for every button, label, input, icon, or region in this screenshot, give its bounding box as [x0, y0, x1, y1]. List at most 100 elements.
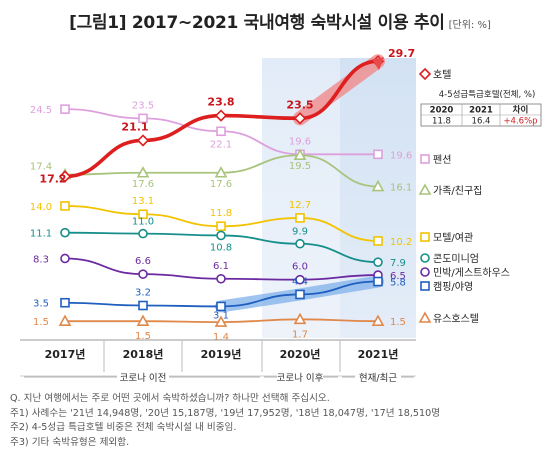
data-label-s4-p2: 10.8	[210, 242, 232, 253]
legend-label-7: 유스호스텔	[433, 313, 479, 325]
legend-label-2: 가족/친구집	[433, 185, 482, 197]
data-point-s2-p1	[136, 166, 150, 178]
data-label-s3-p4: 10.2	[390, 237, 412, 248]
data-label-s1-p0: 24.5	[30, 105, 52, 116]
data-label-s6-p0: 3.5	[33, 299, 49, 310]
x-tick-label-1: 2018년	[123, 347, 164, 361]
data-point-s3-p0	[60, 201, 70, 211]
data-point-s6-p4	[373, 276, 383, 287]
data-label-s4-p1: 11.0	[132, 217, 154, 228]
data-label-s2-p0: 17.4	[30, 162, 52, 173]
period-band-current	[340, 58, 416, 338]
note-3: 주3) 기타 숙박유형은 제외함.	[10, 436, 130, 448]
x-tick-label-4: 2021년	[358, 347, 399, 361]
period-label-1: 코로나 이후	[277, 373, 324, 384]
data-label-s5-p3: 6.0	[292, 262, 308, 273]
data-label-s5-p1: 6.6	[135, 256, 151, 267]
note-1: 주1) 사례수는 '21년 14,948명, '20년 15,187명, '19…	[10, 407, 441, 419]
data-label-s5-p4: 6.5	[390, 271, 406, 282]
data-label-s7-p0: 1.5	[33, 317, 49, 328]
data-label-s3-p3: 12.7	[289, 200, 311, 211]
data-label-s4-p4: 7.9	[390, 258, 406, 269]
chart-notes: Q. 지난 여행에서는 주로 어떤 곳에서 숙박하셨습니까? 하나만 선택해 주…	[10, 392, 550, 450]
data-point-s7-p4	[371, 314, 385, 326]
data-label-s2-p1: 17.6	[132, 179, 154, 190]
data-label-s7-p1: 1.5	[135, 331, 151, 342]
data-point-s5-p3	[295, 274, 305, 285]
data-point-s7-p3	[293, 312, 307, 325]
legend-label-0: 호텔	[433, 69, 451, 81]
data-label-s1-p4: 19.6	[390, 150, 412, 161]
legend-label-1: 펜션	[433, 154, 451, 166]
data-label-s2-p4: 16.1	[390, 183, 412, 194]
legend-marker-0	[418, 67, 432, 81]
inset-table-cell-r0-c2: 차이	[513, 105, 529, 116]
legend-marker-7	[418, 311, 432, 323]
series-line-2	[64, 154, 379, 188]
data-label-s7-p4: 1.5	[390, 317, 406, 328]
data-point-s4-p1	[138, 228, 148, 239]
data-point-s1-p2	[216, 126, 226, 137]
inset-table-cell-r1-c1: 16.4	[472, 117, 491, 127]
data-point-s4-p0	[60, 227, 70, 238]
data-label-s3-p1: 13.1	[132, 196, 154, 207]
chart-header: [그림1] 2017~2021 국내여행 숙박시설 이용 추이 [단위: %]	[0, 8, 560, 33]
legend-marker-2	[418, 183, 432, 195]
data-point-s6-p3	[295, 289, 305, 300]
legend-marker-1	[420, 154, 430, 164]
inset-table-cell-r1-c0: 11.8	[432, 117, 451, 127]
data-label-s7-p2: 1.4	[213, 332, 229, 343]
data-point-s6-p2	[216, 301, 226, 312]
data-label-s0-p3: 23.5	[286, 98, 313, 111]
legend-label-4: 콘도미니엄	[433, 253, 479, 265]
data-point-s1-p1	[138, 113, 148, 124]
data-point-s0-p2	[214, 109, 228, 122]
data-label-s2-p3: 19.5	[289, 161, 311, 172]
data-label-s1-p3: 19.6	[289, 136, 311, 147]
data-point-s5-p0	[60, 253, 70, 264]
data-point-s5-p2	[216, 273, 226, 284]
legend-marker-3	[420, 232, 430, 242]
data-label-s6-p1: 3.2	[135, 288, 151, 299]
period-label-2: 현재/최근	[359, 373, 397, 384]
data-point-s6-p0	[60, 297, 70, 308]
legend-marker-6	[420, 281, 430, 291]
data-point-s6-p1	[138, 300, 148, 311]
legend-marker-4	[420, 253, 430, 263]
data-label-s3-p2: 11.8	[210, 208, 232, 219]
data-point-s3-p2	[216, 221, 226, 232]
chart-title: [그림1] 2017~2021 국내여행 숙박시설 이용 추이	[69, 13, 445, 33]
data-point-s4-p3	[295, 238, 305, 249]
inset-table-cell-r1-c2: +4.6%p	[503, 117, 537, 127]
data-point-s2-p2	[214, 166, 228, 178]
period-label-bg-2	[355, 370, 401, 384]
data-point-s7-p1	[136, 314, 150, 326]
inset-table-cell-r0-c1: 2021	[469, 106, 493, 116]
data-point-s0-p3	[293, 112, 307, 125]
data-label-s0-p1: 21.1	[121, 120, 148, 133]
data-point-s7-p0	[58, 314, 72, 326]
period-label-bg-0	[117, 370, 169, 384]
period-label-0: 코로나 이전	[120, 373, 167, 384]
legend-label-6: 캠핑/야영	[433, 281, 473, 293]
chart-unit: [단위: %]	[448, 20, 491, 31]
data-point-s1-p0	[60, 104, 70, 114]
data-point-s5-p1	[138, 269, 148, 279]
data-point-s3-p3	[295, 213, 305, 223]
data-label-s0-p0: 17.2	[39, 172, 66, 185]
data-point-s3-p1	[138, 209, 148, 220]
inset-table-caption: 4-5성급특급호텔(전체, %)	[439, 89, 536, 100]
data-label-s0-p4: 29.7	[388, 47, 415, 60]
legend-label-3: 모텔/여관	[433, 232, 473, 244]
data-label-s1-p2: 22.1	[210, 139, 232, 150]
x-tick-label-0: 2017년	[45, 347, 86, 361]
hotel-arrow-head	[372, 57, 384, 71]
legend-marker-5	[420, 267, 430, 277]
data-label-s6-p4: 5.8	[390, 278, 406, 289]
data-point-s4-p4	[373, 257, 383, 267]
data-label-s0-p2: 23.8	[207, 96, 234, 109]
period-label-bg-1	[277, 370, 323, 384]
data-label-s4-p3: 9.9	[292, 227, 308, 238]
